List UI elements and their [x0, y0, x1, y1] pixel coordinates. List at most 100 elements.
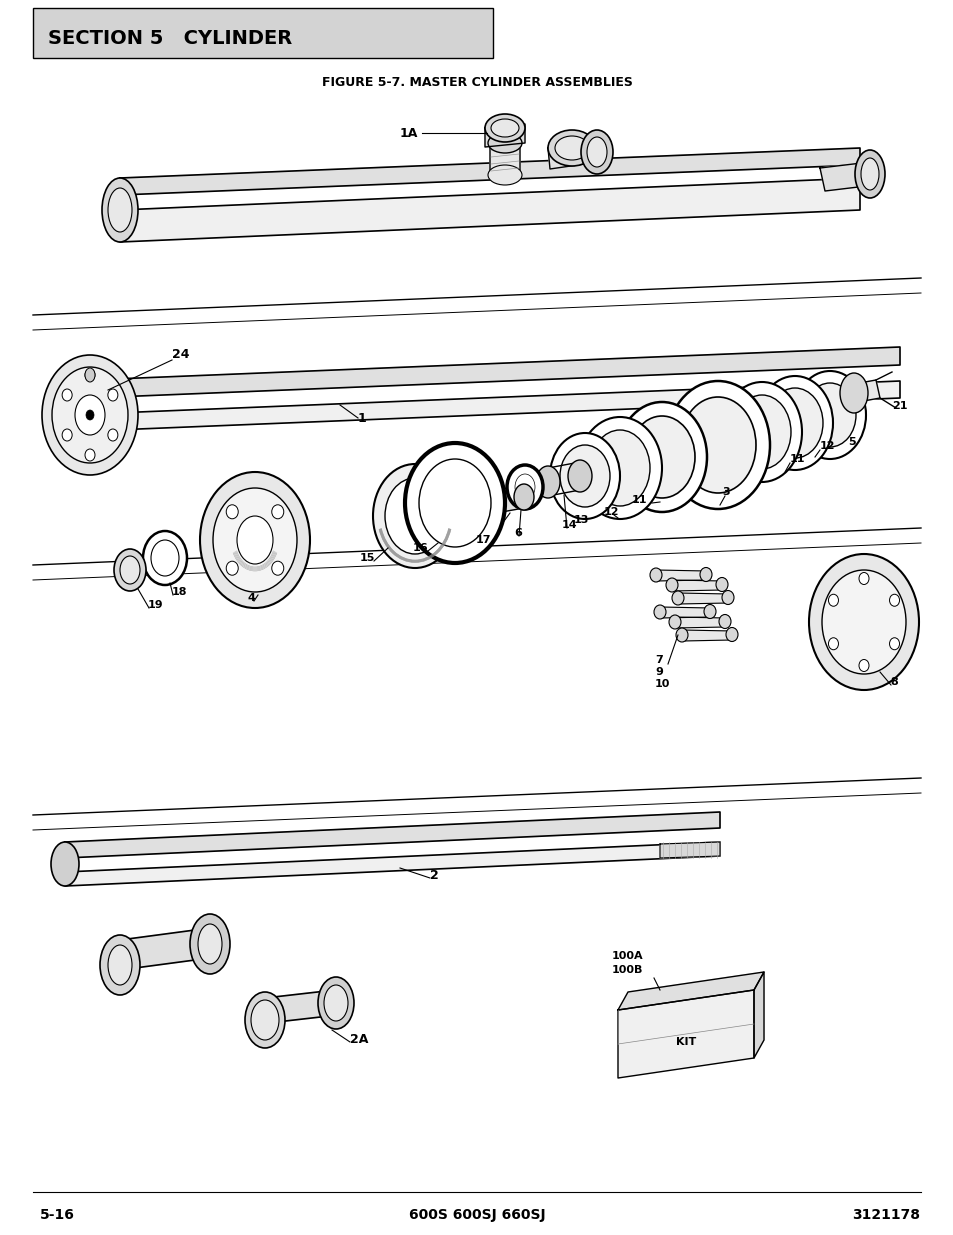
Text: 4: 4 [248, 593, 255, 603]
Ellipse shape [555, 136, 588, 161]
Ellipse shape [506, 466, 542, 509]
Ellipse shape [676, 629, 687, 642]
Ellipse shape [488, 133, 521, 153]
Ellipse shape [200, 472, 310, 608]
Ellipse shape [716, 578, 727, 592]
Text: 7: 7 [655, 655, 662, 664]
Ellipse shape [213, 488, 296, 592]
Ellipse shape [586, 137, 606, 167]
Ellipse shape [62, 429, 72, 441]
Text: 100A: 100A [612, 951, 643, 961]
Ellipse shape [821, 571, 905, 674]
Ellipse shape [827, 594, 838, 606]
Polygon shape [618, 972, 763, 1010]
Polygon shape [65, 382, 899, 432]
Ellipse shape [649, 568, 661, 582]
Ellipse shape [324, 986, 348, 1021]
Text: 15: 15 [359, 553, 375, 563]
Text: 13: 13 [574, 515, 589, 525]
Ellipse shape [515, 474, 535, 500]
Polygon shape [65, 842, 720, 885]
Ellipse shape [668, 615, 680, 629]
Ellipse shape [665, 578, 678, 592]
Ellipse shape [732, 395, 790, 469]
Text: 1A: 1A [399, 126, 417, 140]
Ellipse shape [190, 914, 230, 974]
Ellipse shape [888, 637, 899, 650]
Polygon shape [65, 347, 899, 399]
Ellipse shape [226, 561, 238, 576]
Ellipse shape [62, 389, 72, 401]
Ellipse shape [628, 416, 695, 498]
Ellipse shape [373, 464, 456, 568]
Ellipse shape [766, 388, 822, 458]
Text: 17: 17 [476, 535, 491, 545]
Ellipse shape [840, 373, 867, 412]
Polygon shape [120, 148, 859, 195]
Ellipse shape [113, 550, 146, 592]
Text: 11: 11 [789, 454, 804, 464]
Polygon shape [265, 990, 337, 1023]
Ellipse shape [665, 382, 769, 509]
Polygon shape [484, 124, 524, 147]
Ellipse shape [42, 354, 138, 475]
Polygon shape [681, 630, 731, 641]
Text: 600S 600SJ 660SJ: 600S 600SJ 660SJ [408, 1208, 545, 1221]
Ellipse shape [385, 478, 444, 555]
Ellipse shape [85, 369, 95, 382]
Text: 6: 6 [514, 529, 521, 538]
Polygon shape [659, 842, 720, 858]
Polygon shape [753, 972, 763, 1058]
Polygon shape [120, 178, 859, 242]
Ellipse shape [854, 149, 884, 198]
Ellipse shape [108, 188, 132, 232]
Text: 1: 1 [357, 411, 366, 425]
Polygon shape [678, 593, 727, 604]
Polygon shape [671, 580, 721, 592]
Text: 18: 18 [172, 587, 188, 597]
Ellipse shape [151, 540, 179, 576]
Polygon shape [496, 485, 523, 513]
Ellipse shape [858, 659, 868, 672]
Ellipse shape [617, 403, 706, 513]
FancyBboxPatch shape [33, 7, 493, 58]
Ellipse shape [226, 505, 238, 519]
Ellipse shape [793, 370, 865, 459]
Polygon shape [659, 606, 709, 618]
Ellipse shape [721, 590, 733, 604]
Polygon shape [547, 141, 598, 169]
Text: 24: 24 [172, 348, 190, 362]
Text: 12: 12 [603, 508, 618, 517]
Ellipse shape [654, 605, 665, 619]
Ellipse shape [550, 433, 619, 519]
Ellipse shape [719, 615, 730, 629]
Text: 10: 10 [655, 679, 670, 689]
Ellipse shape [491, 119, 518, 137]
Polygon shape [853, 380, 879, 403]
Ellipse shape [108, 429, 118, 441]
Ellipse shape [578, 417, 661, 519]
Ellipse shape [827, 637, 838, 650]
Polygon shape [618, 990, 753, 1078]
Ellipse shape [236, 516, 273, 564]
Ellipse shape [75, 395, 105, 435]
Polygon shape [547, 462, 579, 496]
Ellipse shape [700, 568, 711, 582]
Ellipse shape [547, 130, 596, 165]
Text: 8: 8 [889, 677, 897, 687]
Ellipse shape [888, 594, 899, 606]
Ellipse shape [108, 945, 132, 986]
Ellipse shape [671, 592, 683, 605]
Ellipse shape [514, 484, 534, 510]
Ellipse shape [52, 367, 128, 463]
Ellipse shape [484, 114, 524, 142]
Polygon shape [656, 571, 705, 580]
Ellipse shape [100, 935, 140, 995]
Ellipse shape [317, 977, 354, 1029]
Ellipse shape [803, 383, 855, 447]
Polygon shape [120, 927, 210, 969]
Polygon shape [490, 143, 519, 179]
Ellipse shape [245, 992, 285, 1049]
Ellipse shape [51, 842, 79, 885]
Ellipse shape [567, 459, 592, 492]
